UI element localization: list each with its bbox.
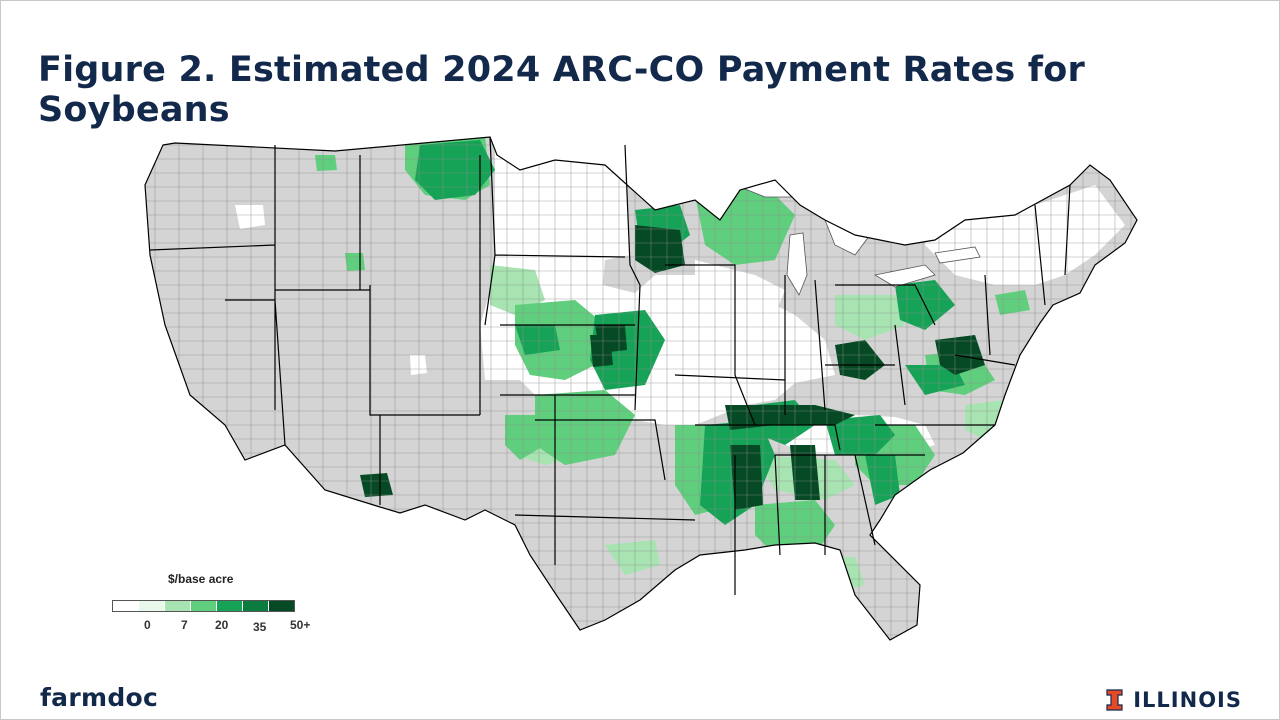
legend-swatch [139,601,165,611]
block-i-logo-icon [1106,689,1123,711]
illinois-logo: ILLINOIS [1106,688,1242,712]
state-borders [144,136,1138,641]
legend-label-0: 0 [144,618,151,632]
legend-label-20: 20 [215,618,229,632]
legend-swatch [269,601,294,611]
figure-title: Figure 2. Estimated 2024 ARC-CO Payment … [38,50,1085,130]
legend-swatch [191,601,217,611]
legend-swatch [217,601,243,611]
illinois-wordmark: ILLINOIS [1133,688,1242,712]
legend-swatch [165,601,191,611]
farmdoc-logo: farmdoc [40,683,159,712]
legend-swatch [113,601,139,611]
us-county-map [135,125,1145,655]
legend-swatch [243,601,269,611]
legend-label-35: 35 [253,620,267,634]
legend-label-7: 7 [181,618,188,632]
legend-color-scale [112,600,295,612]
legend-label-50-plus: 50+ [290,618,311,632]
legend: $/base acre 0 7 20 35 50+ [112,572,352,634]
legend-title: $/base acre [168,572,234,586]
